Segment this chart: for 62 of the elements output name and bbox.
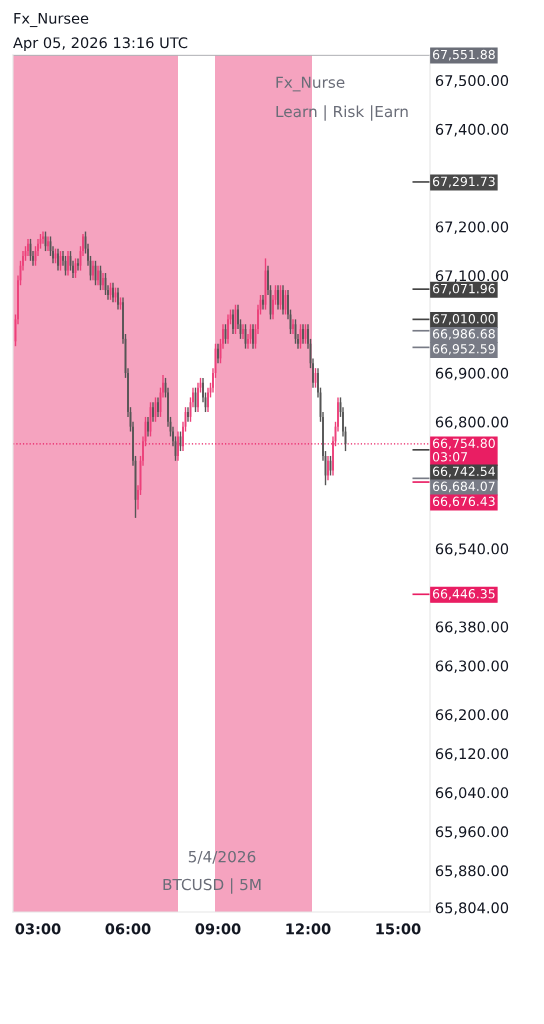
candlestick [282,284,284,316]
y-tick-label: 67,100.00 [435,270,509,283]
y-tick-label: 67,400.00 [435,123,509,137]
candlestick [252,323,254,350]
y-tick-label: 66,200.00 [435,709,509,722]
ref-line-label: 67,551.88 [432,49,495,61]
candlestick [47,235,49,252]
x-tick-label: 03:00 [15,923,61,935]
ref-line-label: 66,684.07 [432,481,495,493]
y-tick-label: 66,300.00 [435,660,509,673]
ref-line-label: 66,986.68 [432,329,495,340]
candlestick [262,294,264,311]
candlestick [147,416,149,438]
candlestick [242,323,244,340]
candlestick [302,323,304,345]
x-tick-label: 09:00 [195,923,241,935]
y-tick-label: 66,380.00 [435,621,509,634]
ref-line-label: 67,291.73 [432,176,495,188]
y-tick-label: 67,500.00 [435,75,509,88]
candlestick [57,247,59,272]
candlestick [232,308,234,335]
y-tick-label: 66,800.00 [435,416,509,430]
chart-subtitle: Apr 05, 2026 13:16 UTC [13,37,188,52]
x-tick-label: 15:00 [376,923,421,935]
candlestick [327,455,329,482]
candlestick [117,286,119,311]
candlestick [27,238,29,257]
chart-title: Fx_Nursee [14,12,89,28]
candlestick [277,284,279,311]
y-tick-label: 65,880.00 [435,865,509,878]
ref-line-label: 66,952.59 [432,344,495,355]
ref-line-label: 66,676.43 [432,496,495,508]
candlestick [67,250,69,277]
candlestick [97,265,99,286]
candlestick [292,318,294,335]
y-tick-label: 66,120.00 [435,748,509,761]
candlestick [197,382,199,413]
ref-line-label: 66,754.80 03:07 [432,438,495,462]
candlestick [217,343,219,364]
ref-line-label: 66,742.54 [432,466,495,478]
y-tick-label: 65,960.00 [435,826,509,839]
y-tick-label: 65,804.00 [435,902,509,915]
y-tick-label: 66,900.00 [435,367,509,381]
x-tick-label: 12:00 [286,923,331,935]
candlestick [157,396,159,418]
x-tick-label: 06:00 [105,923,151,935]
candlestick [102,272,104,291]
y-tick-label: 66,040.00 [435,787,509,800]
candlestick [207,386,209,413]
y-tick-label: 67,200.00 [435,221,509,234]
candlestick [152,401,154,423]
y-tick-label: 66,540.00 [435,543,509,556]
ref-line-label: 66,446.35 [432,589,495,600]
ref-line-label: 67,071.96 [432,283,495,295]
candlestick [177,430,179,462]
candlestick [112,282,114,303]
candlestick [92,260,94,282]
candlestick [42,230,44,245]
candlestick [227,313,229,345]
candlestick [187,406,189,423]
candlestick [77,257,79,272]
ref-line-label: 67,010.00 [432,314,495,325]
